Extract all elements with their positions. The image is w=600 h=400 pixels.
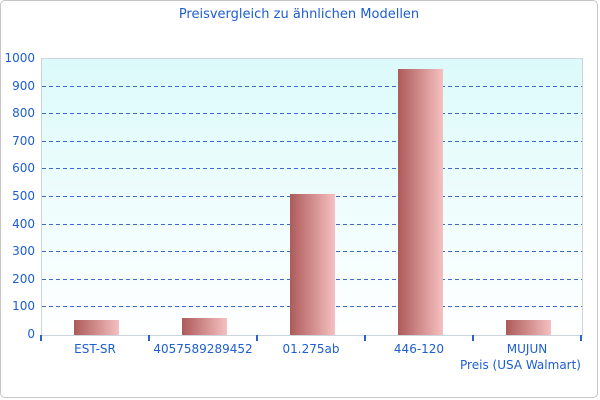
y-tick-label: 200 xyxy=(12,271,35,286)
y-tick-label: 1000 xyxy=(4,51,35,65)
x-tick-label: 4057589289452 xyxy=(153,342,253,356)
chart-title: Preisvergleich zu ähnlichen Modellen xyxy=(178,7,420,22)
y-tick-label: 400 xyxy=(12,216,35,231)
bar-4057589289452 xyxy=(181,317,227,335)
gridline xyxy=(42,140,582,142)
bar-446-120 xyxy=(397,68,443,335)
x-tick-label: 446-120 xyxy=(393,342,445,356)
y-tick-label: 100 xyxy=(12,299,35,314)
x-tick xyxy=(580,335,582,341)
bar-01.275ab xyxy=(289,193,335,335)
x-tick xyxy=(364,335,366,341)
x-tick xyxy=(256,335,258,341)
gridline xyxy=(42,113,582,115)
y-tick-label: 800 xyxy=(12,106,35,121)
bar-EST-SR xyxy=(73,319,119,335)
x-tick xyxy=(148,335,150,341)
y-tick-label: 0 xyxy=(27,327,35,341)
x-tick xyxy=(472,335,474,341)
gridline xyxy=(42,168,582,170)
x-tick-label: EST-SR xyxy=(74,342,116,356)
y-tick-label: 500 xyxy=(12,189,35,203)
plot-area xyxy=(41,58,583,336)
x-axis-title: Preis (USA Walmart) xyxy=(460,358,581,372)
y-tick-label: 900 xyxy=(12,78,35,93)
y-tick-label: 700 xyxy=(12,133,35,148)
x-tick-label: 01.275ab xyxy=(282,342,340,356)
y-tick-label: 300 xyxy=(12,244,35,259)
x-tick xyxy=(40,335,42,341)
y-tick-label: 600 xyxy=(12,161,35,176)
bar-MUJUN xyxy=(505,320,551,335)
gridline xyxy=(42,85,582,87)
x-tick-label: MUJUN xyxy=(506,342,548,356)
